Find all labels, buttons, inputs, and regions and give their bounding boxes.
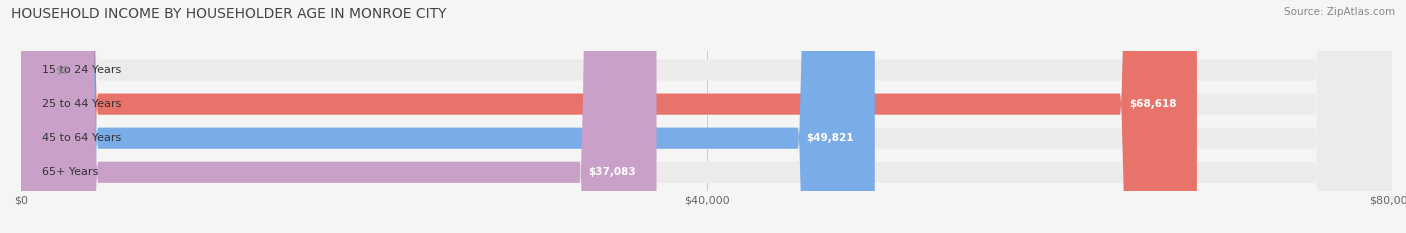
FancyBboxPatch shape <box>21 0 657 233</box>
Text: 45 to 64 Years: 45 to 64 Years <box>42 133 121 143</box>
Text: 65+ Years: 65+ Years <box>42 167 98 177</box>
FancyBboxPatch shape <box>21 0 1197 233</box>
Text: 25 to 44 Years: 25 to 44 Years <box>42 99 121 109</box>
FancyBboxPatch shape <box>21 0 1392 233</box>
Text: $68,618: $68,618 <box>1129 99 1177 109</box>
Text: $49,821: $49,821 <box>807 133 855 143</box>
Text: $37,083: $37,083 <box>588 167 636 177</box>
Text: 15 to 24 Years: 15 to 24 Years <box>42 65 121 75</box>
FancyBboxPatch shape <box>21 0 1392 233</box>
FancyBboxPatch shape <box>21 0 875 233</box>
FancyBboxPatch shape <box>21 0 1392 233</box>
Text: HOUSEHOLD INCOME BY HOUSEHOLDER AGE IN MONROE CITY: HOUSEHOLD INCOME BY HOUSEHOLDER AGE IN M… <box>11 7 447 21</box>
Text: $0: $0 <box>55 65 69 75</box>
Text: Source: ZipAtlas.com: Source: ZipAtlas.com <box>1284 7 1395 17</box>
FancyBboxPatch shape <box>21 0 1392 233</box>
